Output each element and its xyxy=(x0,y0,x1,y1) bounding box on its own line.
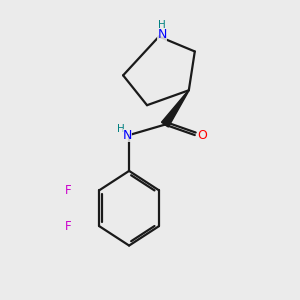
Text: H: H xyxy=(117,124,124,134)
Text: N: N xyxy=(123,129,132,142)
Text: F: F xyxy=(64,220,71,232)
Text: H: H xyxy=(158,20,166,30)
Text: F: F xyxy=(64,184,71,197)
Polygon shape xyxy=(161,90,189,127)
Text: O: O xyxy=(197,129,207,142)
Text: N: N xyxy=(157,28,167,40)
